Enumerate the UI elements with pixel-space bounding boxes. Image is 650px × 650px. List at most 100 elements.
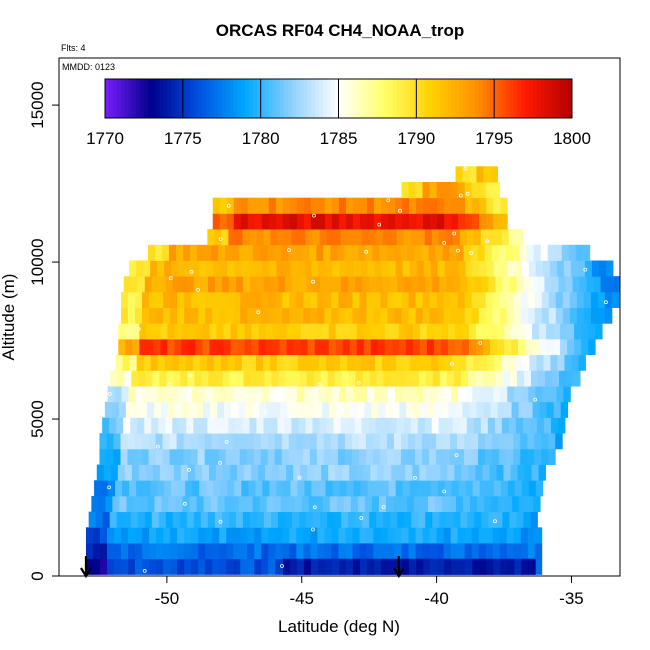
- heatmap-cell: [151, 276, 160, 293]
- heatmap-cell: [458, 213, 466, 230]
- heatmap-cell: [149, 291, 157, 308]
- colorbar-segment: [194, 79, 199, 118]
- heatmap-cell: [117, 370, 125, 387]
- heatmap-cell: [466, 354, 474, 371]
- heatmap-cell: [431, 354, 439, 371]
- heatmap-cell: [324, 558, 333, 575]
- colorbar-segment: [377, 79, 382, 118]
- heatmap-cell: [477, 244, 485, 261]
- heatmap-cell: [218, 244, 226, 261]
- heatmap-cell: [541, 448, 549, 465]
- heatmap-cell: [561, 244, 570, 261]
- heatmap-cell: [521, 558, 529, 575]
- heatmap-cell: [255, 260, 263, 277]
- heatmap-cell: [325, 260, 333, 277]
- heatmap-cell: [525, 401, 534, 418]
- heatmap-cell: [338, 307, 346, 324]
- colorbar-segment: [354, 79, 359, 118]
- heatmap-cell: [479, 213, 487, 230]
- observation-point: [218, 460, 222, 465]
- heatmap-cell: [258, 464, 266, 481]
- heatmap-cell: [177, 558, 185, 575]
- heatmap-cell: [279, 338, 288, 356]
- heatmap-cell: [499, 543, 508, 560]
- heatmap-cell: [424, 417, 433, 434]
- heatmap-cell: [457, 433, 465, 450]
- heatmap-cell: [492, 448, 500, 465]
- observation-point: [533, 397, 538, 402]
- heatmap-cell: [590, 307, 599, 324]
- heatmap-cell: [528, 386, 536, 403]
- colorbar-segment: [505, 79, 511, 118]
- flight-arrow-marker: [392, 556, 405, 579]
- colorbar-segment: [459, 79, 464, 118]
- heatmap-cell: [537, 276, 545, 293]
- heatmap-cell: [319, 417, 327, 434]
- heatmap-cell: [177, 543, 185, 560]
- colorbar-segment: [241, 79, 246, 118]
- colorbar-tick-label: 1790: [397, 129, 435, 148]
- heatmap-cell: [600, 276, 608, 293]
- heatmap-cell: [403, 417, 412, 434]
- heatmap-cell: [349, 338, 358, 356]
- heatmap-cell: [254, 291, 262, 308]
- colorbar-segment: [198, 79, 203, 118]
- y-tick-label: 15000: [28, 81, 47, 128]
- heatmap-cell: [218, 448, 227, 465]
- heatmap-cell: [187, 464, 196, 481]
- heatmap-cell: [321, 323, 330, 340]
- heatmap-cell: [395, 260, 404, 277]
- heatmap-cell: [497, 323, 505, 340]
- colorbar-segment: [540, 79, 546, 118]
- heatmap-cell: [113, 448, 121, 465]
- heatmap-cell: [330, 433, 339, 450]
- heatmap-cell: [184, 543, 192, 560]
- heatmap-cell: [361, 354, 369, 371]
- colorbar-segment: [143, 79, 149, 118]
- heatmap-cell: [368, 417, 377, 434]
- heatmap-cell: [128, 527, 136, 544]
- observation-points: [107, 166, 608, 573]
- heatmap-cell: [472, 386, 480, 403]
- heatmap-cell: [339, 480, 347, 497]
- heatmap-cell: [166, 370, 174, 387]
- heatmap-cell: [268, 543, 276, 560]
- heatmap-cell: [286, 464, 294, 481]
- heatmap-cell: [520, 448, 528, 465]
- heatmap-cell: [308, 401, 316, 418]
- heatmap-cell: [135, 558, 143, 575]
- heatmap-cell: [311, 354, 320, 371]
- heatmap-cell: [242, 229, 250, 246]
- heatmap-cell: [335, 323, 344, 340]
- observation-point: [187, 467, 191, 472]
- heatmap-cell: [500, 197, 508, 214]
- colorbar-segment: [171, 79, 176, 118]
- heatmap-cell: [408, 543, 416, 560]
- heatmap-cell: [96, 464, 105, 481]
- heatmap-cell: [534, 543, 543, 560]
- heatmap-cell: [437, 480, 446, 497]
- heatmap-cell: [300, 323, 309, 340]
- colorbar-segment: [276, 79, 281, 118]
- heatmap-cell: [500, 213, 508, 230]
- heatmap-cell: [396, 417, 405, 434]
- heatmap-cell: [429, 543, 437, 560]
- heatmap-cell: [279, 464, 287, 481]
- heatmap-cell: [307, 338, 316, 356]
- heatmap-cell: [347, 354, 355, 371]
- heatmap-cell: [242, 276, 251, 293]
- observation-point: [509, 330, 514, 335]
- heatmap-cell: [121, 543, 129, 560]
- observation-point: [442, 240, 447, 245]
- heatmap-cell: [365, 244, 373, 261]
- heatmap-cell: [472, 213, 480, 230]
- heatmap-cell: [296, 213, 305, 230]
- heatmap-cell: [439, 276, 447, 293]
- heatmap-cell: [384, 338, 393, 356]
- heatmap-cell: [433, 464, 441, 481]
- heatmap-cell: [443, 291, 452, 308]
- heatmap-cell: [572, 276, 580, 293]
- heatmap-cell: [327, 370, 336, 387]
- heatmap-cell: [278, 370, 286, 387]
- colorbar-segment: [260, 79, 266, 118]
